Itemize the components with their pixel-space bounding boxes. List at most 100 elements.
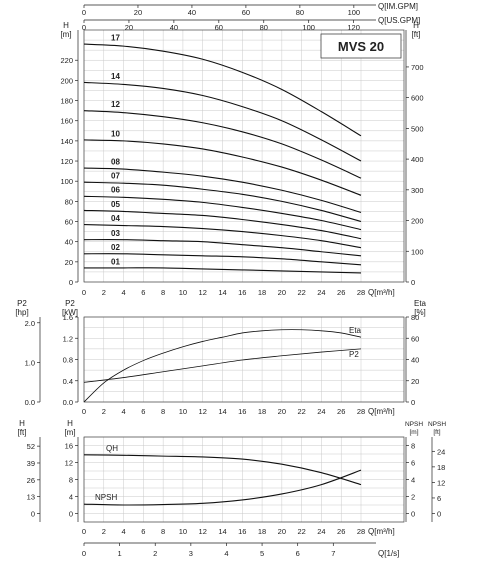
x-tick-label: 22	[297, 527, 305, 536]
tick-label: 100	[348, 8, 361, 17]
tick-label: 20	[125, 23, 133, 32]
x-tick-label: 6	[141, 527, 145, 536]
y-axis-right-label: Eta	[414, 299, 427, 308]
y-axis-left-outer-label: H	[19, 419, 25, 428]
y-axis-left-outer-unit: [ft]	[18, 428, 27, 437]
npsh-curve	[83, 469, 362, 506]
head-curve-stage-01	[84, 267, 362, 274]
x-tick-label: 18	[258, 288, 266, 297]
y-axis-left-label: P2	[65, 299, 75, 308]
x-tick-label: 6	[141, 288, 145, 297]
y-outer-tick-label: 0.0	[25, 398, 35, 407]
y-right-outer-tick-label: 6	[437, 494, 441, 503]
x2-tick-label: 3	[189, 549, 193, 558]
x-tick-label: 26	[337, 288, 345, 297]
y-right-tick-label: 8	[411, 442, 415, 451]
x-tick-label: 2	[102, 527, 106, 536]
y-axis-left-label: H	[63, 21, 69, 30]
y-right-tick-label: 40	[411, 356, 419, 365]
x-tick-label: 16	[238, 407, 246, 416]
tick-label: 0	[82, 23, 86, 32]
y-tick-label: 220	[60, 56, 73, 65]
x-tick-label: 28	[357, 407, 365, 416]
stage-label: 01	[111, 257, 120, 266]
head-curve-stage-05	[83, 209, 362, 240]
y-tick-label: 140	[60, 137, 73, 146]
y-right-tick-label: 700	[411, 63, 424, 72]
y-right-outer-tick-label: 12	[437, 478, 445, 487]
top-axis-im-gpm-ticks: 0 20 40 60 80 100	[82, 5, 360, 17]
y-right-tick-label: 600	[411, 94, 424, 103]
y-right-tick-label: 100	[411, 247, 424, 256]
y-right-tick-label: 0	[411, 398, 415, 407]
tick-label: 60	[242, 8, 250, 17]
stage-label: 02	[111, 243, 120, 252]
x-tick-label: 4	[121, 527, 125, 536]
x-tick-label: 20	[278, 407, 286, 416]
y-tick-label: 200	[60, 76, 73, 85]
stage-label: 05	[111, 200, 120, 209]
y-outer-tick-label: 1.0	[25, 358, 35, 367]
y-outer-tick-label: 13	[27, 493, 35, 502]
x-tick-label: 16	[238, 288, 246, 297]
y-axis-left-unit: [m]	[64, 428, 75, 437]
head-curve-stage-02	[83, 253, 362, 266]
x-axis-label: Q[m³/h]	[368, 527, 395, 536]
x-tick-label: 8	[161, 288, 165, 297]
head-curve-stage-06	[83, 195, 362, 231]
y-axis-left-unit: [kW]	[62, 308, 78, 317]
y-axis-right-outer-unit: [ft]	[433, 429, 440, 436]
y-axis-left-label: H	[67, 419, 73, 428]
x-tick-label: 14	[218, 407, 226, 416]
x-tick-label: 18	[258, 527, 266, 536]
y-tick-label: 60	[65, 218, 73, 227]
y-tick-label: 160	[60, 117, 73, 126]
x-tick-label: 10	[179, 527, 187, 536]
y-tick-label: 1.2	[63, 334, 73, 343]
x-tick-label: 12	[199, 288, 207, 297]
y-right-outer-tick-label: 0	[437, 510, 441, 519]
x2-tick-label: 5	[260, 549, 264, 558]
y-tick-label: 16	[65, 442, 73, 451]
y-outer-tick-label: 26	[27, 476, 35, 485]
stage-label: 04	[111, 214, 120, 223]
p2-series-label: P2	[349, 350, 359, 359]
x-tick-label: 28	[357, 288, 365, 297]
x-tick-label: 0	[82, 527, 86, 536]
y-right-tick-label: 400	[411, 155, 424, 164]
x-axis-label: Q[m³/h]	[368, 288, 395, 297]
head-curve-stage-14	[83, 81, 362, 162]
eta-curve	[83, 329, 362, 403]
x-tick-label: 4	[121, 407, 125, 416]
y-tick-label: 120	[60, 157, 73, 166]
y-right-outer-tick-label: 18	[437, 463, 445, 472]
y-outer-tick-label: 2.0	[25, 319, 35, 328]
p2-curve	[83, 348, 362, 383]
y-right-tick-label: 4	[411, 476, 415, 485]
x-tick-label: 22	[297, 407, 305, 416]
tick-label: 60	[215, 23, 223, 32]
y-axis-right-unit: [ft]	[412, 30, 421, 39]
y-right-tick-label: 300	[411, 186, 424, 195]
stage-label: 08	[111, 158, 120, 167]
x-tick-label: 10	[179, 288, 187, 297]
y-tick-label: 100	[60, 177, 73, 186]
stage-label: 12	[111, 100, 120, 109]
head-curve-stage-12	[83, 110, 362, 179]
head-curve-stage-04	[83, 223, 362, 249]
top-axis-us-gpm-ticks: 0 20 40 60 80 100 120	[82, 20, 360, 32]
top-axis-us-gpm-label: Q[US.GPM]	[378, 16, 420, 25]
stage-label: 17	[111, 33, 120, 42]
y-tick-label: 4	[69, 493, 73, 502]
y-axis-right-label: NPSH	[405, 421, 423, 428]
x-tick-label: 14	[218, 527, 226, 536]
x-tick-label: 14	[218, 288, 226, 297]
tick-label: 100	[302, 23, 315, 32]
y-tick-label: 0	[69, 278, 73, 287]
x2-tick-label: 0	[82, 549, 86, 558]
y-outer-tick-label: 0	[31, 510, 35, 519]
y-right-tick-label: 500	[411, 124, 424, 133]
x-tick-label: 0	[82, 288, 86, 297]
